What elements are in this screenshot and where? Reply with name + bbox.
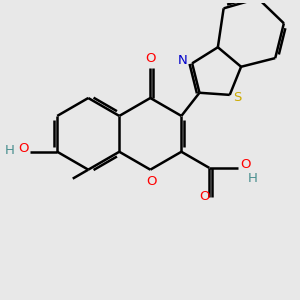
Text: N: N xyxy=(178,55,188,68)
Text: S: S xyxy=(233,91,241,104)
Text: O: O xyxy=(18,142,29,155)
Text: H: H xyxy=(4,144,14,157)
Text: O: O xyxy=(240,158,251,171)
Text: O: O xyxy=(145,52,156,65)
Text: O: O xyxy=(147,175,157,188)
Text: H: H xyxy=(248,172,258,185)
Text: O: O xyxy=(199,190,209,203)
